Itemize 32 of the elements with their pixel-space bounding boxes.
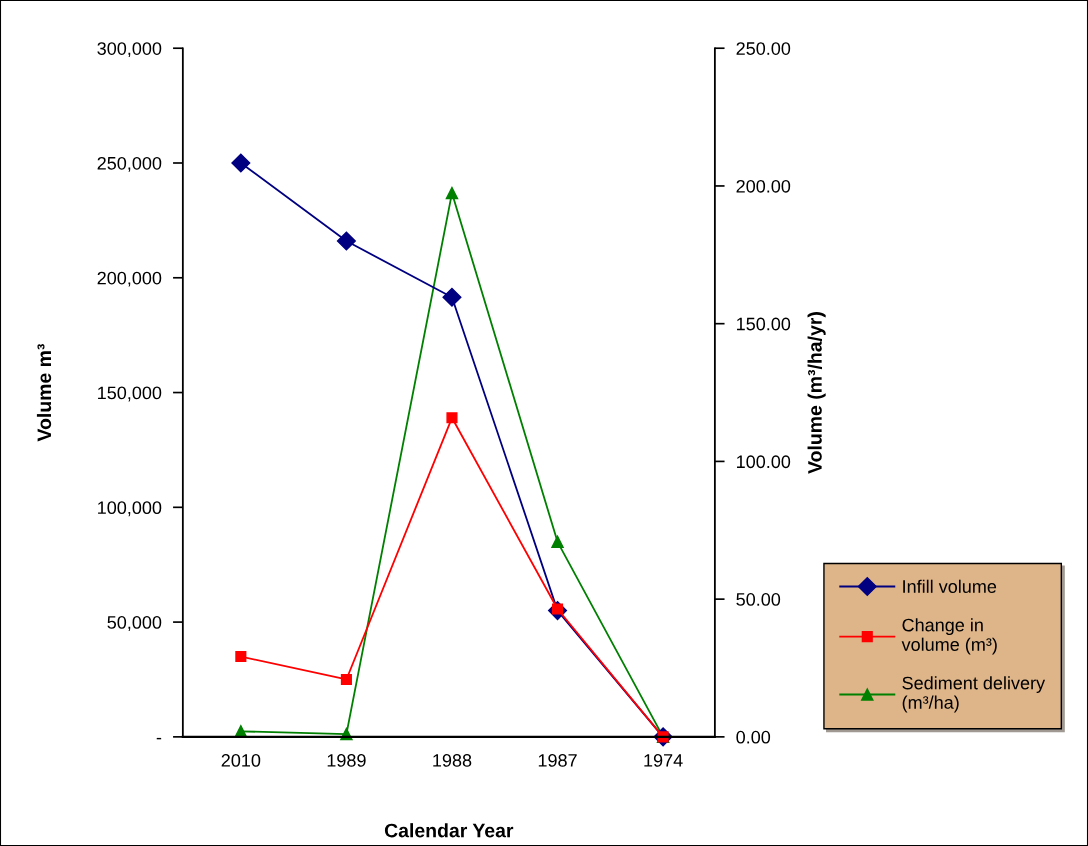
y2-tick-label: 200.00 bbox=[736, 179, 791, 193]
y2-tick-label: 0.00 bbox=[736, 730, 771, 744]
x-axis-title: Calendar Year bbox=[384, 823, 514, 838]
y-tick-label: 300,000 bbox=[97, 42, 162, 58]
y-axis-title: Volume m³ bbox=[36, 343, 52, 442]
point bbox=[231, 153, 251, 173]
legend-label: Infill volume bbox=[903, 579, 997, 593]
y2-tick-label: 250.00 bbox=[736, 42, 791, 55]
point bbox=[442, 287, 462, 307]
x-tick-label: 1989 bbox=[327, 754, 366, 767]
point bbox=[551, 535, 564, 549]
legend-label: Change in volume (m³) bbox=[901, 618, 997, 655]
y2-axis-title: Volume (m³/ha/yr) bbox=[807, 312, 826, 474]
x-tick-label: 2010 bbox=[221, 754, 261, 767]
legend-label: Sediment delivery (m³/ha) bbox=[902, 676, 1046, 713]
y2-tick-label: 100.00 bbox=[737, 455, 791, 469]
point bbox=[340, 673, 352, 686]
point bbox=[235, 650, 247, 663]
point bbox=[446, 412, 458, 424]
y-tick-label: 150,000 bbox=[98, 386, 162, 402]
x-tick-label: 1974 bbox=[644, 754, 683, 767]
point bbox=[336, 231, 356, 251]
y-tick-label: 100,000 bbox=[98, 501, 162, 517]
y2-tick-label: 50.00 bbox=[736, 593, 781, 606]
point bbox=[445, 186, 459, 200]
y-tick-label: 250,000 bbox=[97, 156, 162, 172]
y-tick-label: - bbox=[156, 737, 162, 740]
y-tick-label: 200,000 bbox=[97, 271, 162, 287]
x-tick-label: 1987 bbox=[538, 754, 577, 767]
y-tick-label: 50,000 bbox=[107, 616, 162, 631]
y2-tick-label: 150.00 bbox=[737, 317, 791, 331]
x-tick-label: 1988 bbox=[433, 754, 472, 767]
